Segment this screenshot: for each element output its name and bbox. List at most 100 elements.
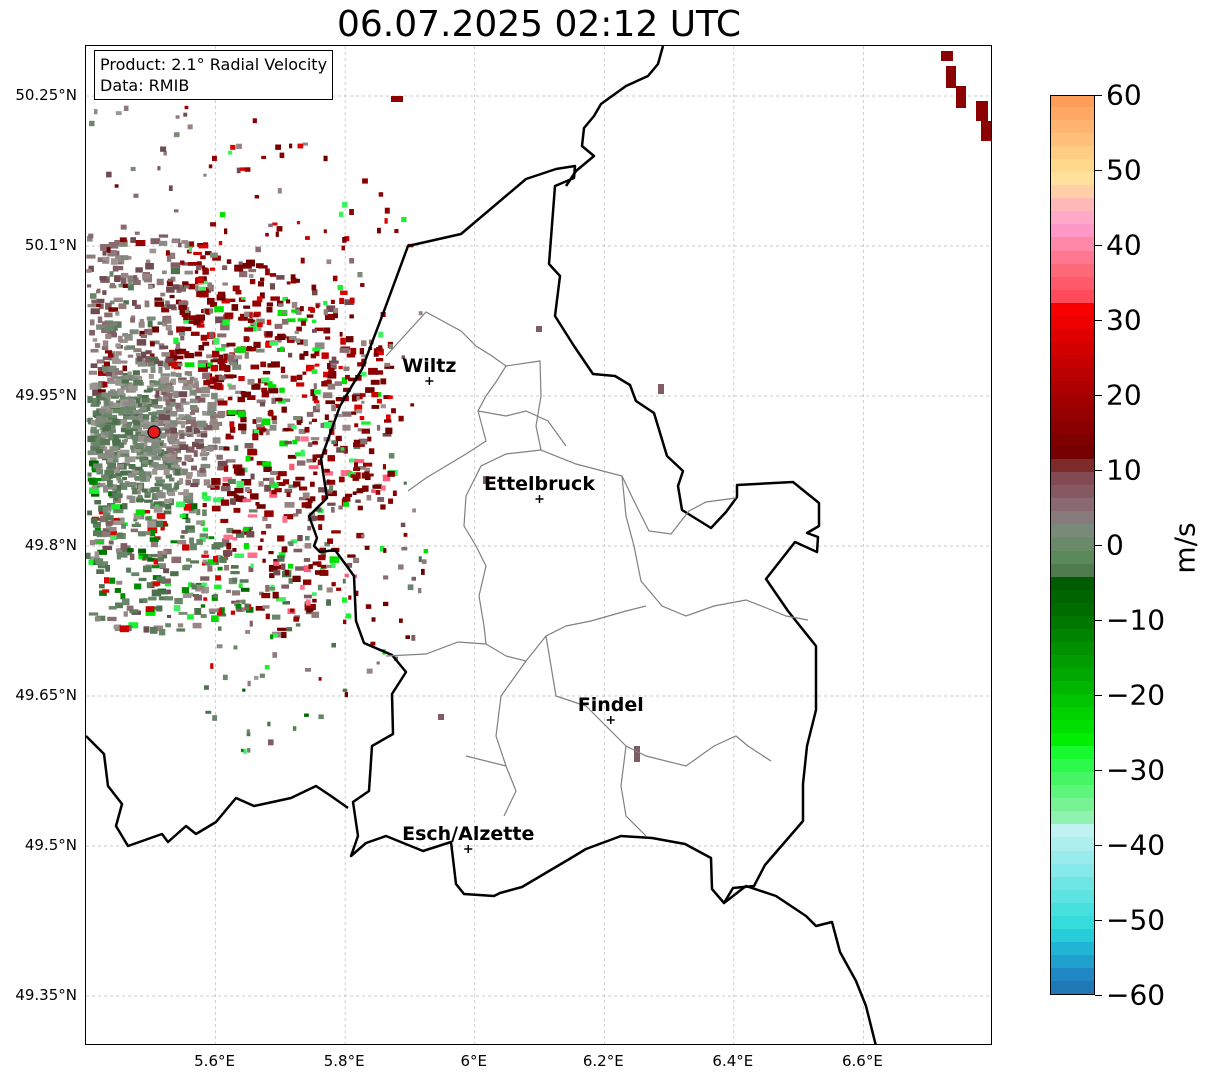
- map-frame[interactable]: Wiltz Ettelbruck Findel Esch/Alzette: [85, 45, 992, 1045]
- radar-echo-pixel: [300, 257, 305, 264]
- radar-echo-pixel: [298, 429, 306, 434]
- colorbar: [1050, 95, 1095, 995]
- radar-echo-pixel: [92, 522, 101, 528]
- radar-echo-pixel: [87, 472, 92, 477]
- radar-echo-pixel: [287, 423, 295, 429]
- colorbar-segment: [1051, 889, 1094, 903]
- radar-echo-pixel: [184, 454, 192, 461]
- radar-echo-pixel: [136, 498, 145, 502]
- radar-echo-pixel: [200, 463, 211, 469]
- colorbar-tick-label: 30: [1106, 303, 1142, 337]
- radar-echo-pixel: [203, 173, 207, 177]
- radar-echo-pixel: [115, 602, 123, 609]
- radar-echo-pixel: [190, 560, 200, 564]
- radar-echo-pixel: [296, 460, 306, 466]
- radar-echo-pixel: [120, 383, 126, 391]
- radar-echo-pixel: [224, 564, 230, 571]
- radar-echo-pixel: [198, 345, 205, 351]
- radar-echo-pixel: [536, 326, 542, 332]
- radar-echo-pixel: [281, 546, 288, 553]
- radar-echo-pixel: [181, 530, 188, 534]
- radar-echo-pixel: [87, 510, 93, 516]
- radar-echo-pixel: [266, 302, 273, 307]
- radar-echo-pixel: [246, 729, 250, 734]
- radar-echo-pixel: [276, 597, 286, 602]
- radar-echo-pixel: [281, 584, 289, 589]
- radar-echo-pixel: [172, 390, 178, 396]
- radar-echo-pixel: [262, 558, 266, 563]
- radar-site-marker[interactable]: [147, 425, 161, 439]
- colorbar-tick-mark: [1095, 545, 1102, 546]
- radar-echo-pixel: [423, 548, 429, 554]
- radar-echo-pixel: [387, 470, 395, 477]
- radar-echo-pixel: [190, 331, 200, 336]
- city-marker[interactable]: [425, 377, 434, 385]
- radar-echo-pixel: [252, 300, 262, 307]
- radar-echo-pixel: [178, 301, 189, 305]
- radar-echo-pixel: [147, 451, 158, 456]
- radar-echo-pixel: [235, 390, 243, 394]
- radar-echo-pixel: [204, 586, 209, 593]
- radar-echo-pixel: [202, 341, 210, 346]
- radar-echo-pixel: [227, 354, 237, 362]
- radar-echo-pixel: [401, 355, 405, 360]
- radar-echo-pixel: [213, 382, 223, 390]
- radar-echo-pixel: [179, 308, 185, 315]
- radar-echo-pixel: [182, 281, 189, 289]
- radar-echo-pixel: [308, 306, 314, 311]
- radar-echo-pixel: [130, 237, 136, 243]
- radar-echo-pixel: [179, 469, 187, 475]
- radar-echo-pixel: [214, 398, 225, 403]
- radar-echo-pixel: [86, 552, 91, 559]
- radar-echo-pixel: [182, 326, 192, 332]
- radar-echo-pixel: [169, 294, 175, 299]
- radar-echo-pixel: [185, 518, 191, 524]
- radar-echo-pixel: [280, 366, 286, 373]
- radar-echo-pixel: [230, 610, 235, 615]
- radar-echo-pixel: [323, 300, 328, 306]
- radar-echo-pixel: [212, 497, 223, 503]
- colorbar-segment: [1051, 523, 1094, 538]
- radar-echo-pixel: [357, 362, 366, 367]
- radar-echo-pixel: [163, 548, 172, 555]
- radar-echo-pixel: [181, 262, 189, 266]
- radar-echo-pixel: [248, 566, 254, 573]
- city-marker[interactable]: [535, 495, 544, 503]
- radar-echo-pixel: [327, 373, 337, 379]
- radar-echo-pixel: [284, 488, 293, 493]
- radar-echo-pixel: [361, 354, 367, 358]
- radar-echo-pixel: [88, 370, 97, 375]
- radar-echo-pixel: [87, 450, 93, 456]
- radar-echo-pixel: [165, 474, 172, 479]
- radar-echo-pixel: [152, 469, 158, 475]
- radar-echo-pixel: [325, 400, 335, 405]
- city-marker[interactable]: [464, 845, 473, 853]
- radar-echo-pixel: [121, 425, 131, 430]
- radar-echo-pixel: [161, 391, 167, 395]
- radar-echo-pixel: [235, 603, 242, 609]
- radar-echo-pixel: [196, 324, 205, 328]
- radar-echo-pixel: [236, 346, 247, 353]
- radar-echo-pixel: [108, 307, 119, 312]
- radar-echo-pixel: [342, 201, 348, 208]
- city-marker[interactable]: [606, 716, 615, 724]
- radar-echo-pixel: [145, 446, 153, 453]
- radar-echo-pixel: [269, 573, 275, 579]
- radar-echo-pixel: [165, 623, 171, 628]
- radar-echo-pixel: [120, 543, 128, 550]
- radar-echo-pixel: [91, 491, 100, 497]
- radar-echo-pixel: [169, 427, 177, 434]
- radar-echo-pixel: [193, 251, 202, 256]
- radar-echo-pixel: [124, 375, 134, 379]
- radar-echo-pixel: [124, 428, 133, 436]
- radar-echo-pixel: [90, 517, 98, 524]
- radar-echo-pixel: [175, 417, 183, 421]
- radar-echo-pixel: [329, 556, 340, 563]
- radar-echo-pixel: [200, 576, 210, 581]
- radar-echo-pixel: [207, 404, 217, 411]
- radar-echo-pixel: [234, 264, 244, 272]
- radar-echo-pixel: [634, 746, 640, 762]
- radar-echo-pixel: [339, 331, 343, 337]
